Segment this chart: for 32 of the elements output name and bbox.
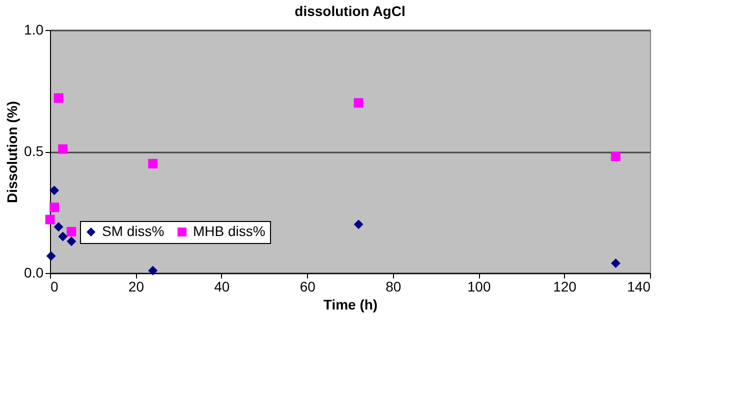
y-tick-label: 1.0: [24, 22, 44, 38]
point: [45, 214, 55, 224]
point: [610, 258, 620, 268]
point: [354, 98, 364, 108]
x-tick-label: 80: [386, 278, 402, 294]
point: [46, 251, 56, 261]
point: [50, 202, 60, 212]
x-tick-label: 140: [627, 278, 651, 294]
point: [610, 152, 620, 162]
point: [58, 144, 68, 154]
point: [54, 222, 64, 232]
x-tick-label: 20: [128, 278, 144, 294]
point: [66, 226, 76, 236]
y-tick-label: 0.5: [24, 143, 44, 159]
x-tick-label: 0: [50, 278, 58, 294]
point: [58, 232, 68, 242]
point: [50, 186, 60, 196]
y-axis-title: Dissolution (%): [4, 101, 20, 203]
x-tick-label: 100: [467, 278, 491, 294]
x-tick-label: 40: [214, 278, 230, 294]
point: [148, 266, 158, 276]
legend-label: MHB diss%: [193, 223, 266, 239]
point: [54, 93, 64, 103]
point: [66, 236, 76, 246]
x-axis-title: Time (h): [323, 296, 378, 312]
x-tick-label: 60: [300, 278, 316, 294]
point: [354, 220, 364, 230]
point: [148, 158, 158, 168]
x-tick-label: 120: [553, 278, 577, 294]
y-tick-label: 0.0: [24, 264, 44, 280]
legend-label: SM diss%: [102, 223, 164, 239]
chart-title: dissolution AgCl: [294, 3, 406, 19]
